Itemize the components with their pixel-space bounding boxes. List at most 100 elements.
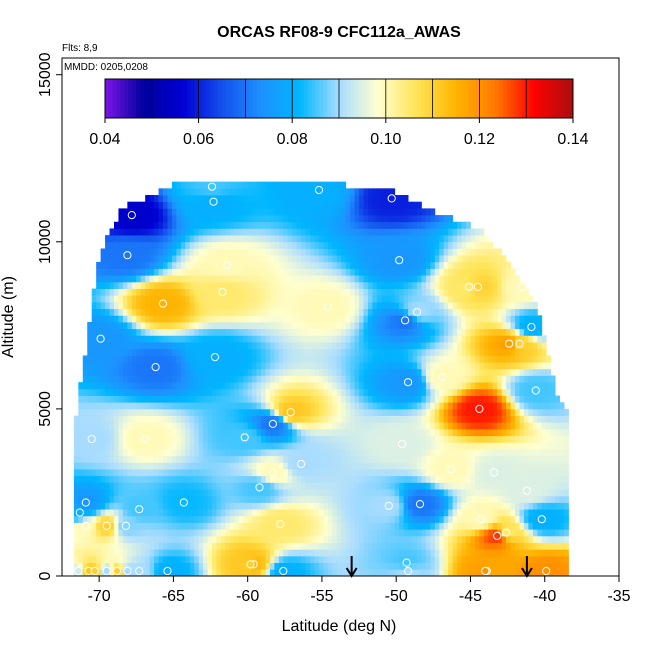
heat-cell [252, 208, 257, 216]
heat-cell [457, 415, 462, 423]
heat-cell [145, 268, 151, 276]
heat-cell [87, 428, 93, 437]
heat-cell [105, 442, 110, 450]
heat-cell [109, 435, 115, 443]
heat-cell [256, 255, 262, 263]
heat-cell [234, 335, 240, 343]
heat-cell [247, 395, 253, 403]
heat-cell [367, 308, 373, 316]
heat-cell [341, 549, 347, 557]
heat-cell [292, 355, 298, 363]
heat-cell [327, 509, 333, 517]
heat-cell [252, 241, 257, 249]
heat-cell [274, 462, 280, 470]
heat-cell [180, 195, 186, 203]
heat-cell [118, 335, 124, 343]
heat-cell [310, 308, 315, 316]
heat-cell [145, 235, 151, 243]
heat-cell [140, 509, 146, 517]
heat-cell [265, 362, 271, 370]
heat-cell [292, 348, 298, 356]
heat-cell [425, 415, 431, 423]
heat-cell [118, 428, 124, 437]
heat-cell [327, 449, 333, 457]
heat-cell [203, 449, 208, 457]
heat-cell [87, 322, 93, 330]
heat-cell [350, 255, 356, 263]
heat-cell [301, 248, 306, 256]
heat-cell [394, 201, 400, 209]
heat-cell [318, 515, 324, 523]
heat-cell [457, 542, 462, 550]
heat-cell [91, 502, 97, 510]
heat-cell [167, 328, 173, 336]
heat-cell [332, 328, 338, 336]
heat-cell [345, 489, 351, 497]
heat-cell [287, 375, 293, 383]
heat-cell [238, 455, 244, 463]
heat-cell [261, 288, 266, 296]
heat-cell [225, 435, 231, 443]
heat-cell [345, 522, 351, 530]
heat-cell [87, 455, 93, 463]
heat-cell [439, 428, 445, 437]
heat-cell [461, 235, 467, 243]
heat-cell [269, 415, 275, 423]
heat-cell [167, 228, 173, 236]
heat-cell [412, 221, 418, 229]
heat-cell [154, 201, 159, 209]
heat-cell [457, 281, 462, 289]
heat-cell [118, 288, 124, 296]
heat-cell [332, 555, 338, 564]
heat-cell [359, 188, 364, 196]
heat-cell [145, 422, 151, 430]
heat-cell [96, 469, 102, 477]
heat-cell [247, 495, 253, 503]
heat-cell [100, 442, 106, 450]
heat-cell [408, 362, 413, 370]
heat-cell [118, 442, 124, 450]
heat-cell [457, 328, 462, 336]
heat-cell [323, 375, 329, 383]
heat-cell [91, 509, 97, 517]
heat-cell [412, 469, 418, 477]
heat-cell [296, 469, 302, 477]
heat-cell [145, 348, 151, 356]
heat-cell [336, 522, 342, 530]
heat-cell [171, 388, 177, 396]
heat-cell [180, 562, 186, 570]
heat-cell [341, 562, 347, 570]
heat-cell [82, 475, 88, 483]
heat-cell [350, 415, 356, 423]
heat-cell [73, 428, 79, 437]
heat-cell [163, 489, 168, 497]
heat-cell [118, 342, 124, 350]
flights-annotation: Flts: 8,9 [62, 43, 98, 54]
heat-cell [372, 569, 378, 576]
heat-cell [163, 308, 168, 316]
heat-cell [212, 295, 217, 303]
heat-cell [113, 415, 119, 423]
heat-cell [154, 228, 159, 236]
heat-cell [278, 201, 284, 209]
heat-cell [332, 495, 338, 503]
heat-cell [234, 295, 240, 303]
heat-cell [430, 255, 436, 263]
heat-cell [163, 482, 168, 490]
heat-cell [238, 342, 244, 350]
heat-cell [118, 348, 124, 356]
heat-cell [296, 395, 302, 403]
heat-cell [238, 509, 244, 517]
heat-cell [318, 462, 324, 470]
heat-cell [466, 268, 471, 276]
heat-cell [408, 281, 413, 289]
heat-cell [470, 542, 476, 550]
heat-cell [189, 469, 195, 477]
heat-cell [229, 428, 235, 437]
heat-cell [425, 435, 431, 443]
heat-cell [425, 315, 431, 323]
heat-cell [113, 382, 119, 390]
heat-cell [390, 268, 396, 276]
heat-cell [189, 428, 195, 437]
heat-cell [149, 255, 155, 263]
